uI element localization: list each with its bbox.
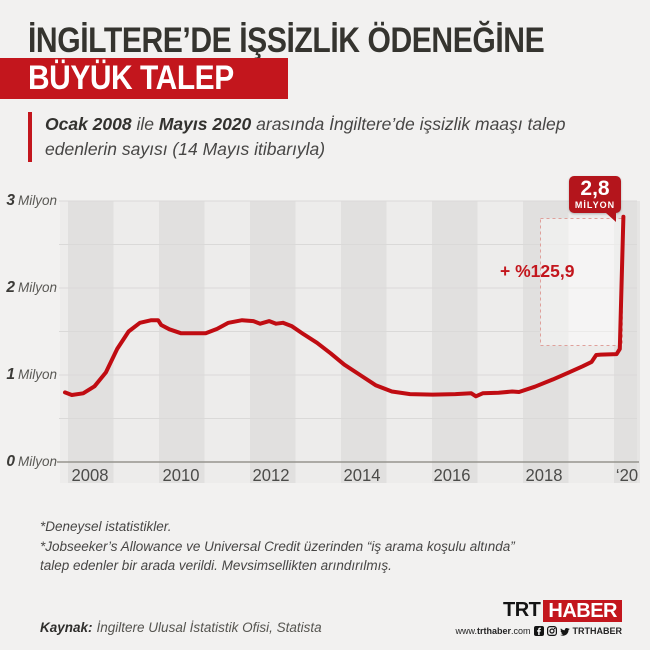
spike-highlight-box (540, 218, 623, 346)
source-label: Kaynak: (40, 620, 93, 635)
source-line: Kaynak: İngiltere Ulusal İstatistik Ofisi… (40, 620, 322, 635)
peak-value: 2,8 (580, 177, 610, 200)
x-axis-label-2016: 2016 (433, 465, 471, 485)
x-axis-label-2012: 2012 (252, 465, 290, 485)
y-tick-number: 0 (6, 453, 15, 470)
year-band (341, 201, 387, 483)
subtitle-rest: arasında İngiltere’de işsizlik maaşı tal… (45, 114, 566, 159)
twitter-icon (559, 628, 569, 636)
x-axis-label-2020: ‘20 (615, 465, 639, 485)
chart-description: Ocak 2008 ile Mayıs 2020 arasında İngilt… (28, 112, 611, 162)
x-axis-label-2014: 2014 (343, 465, 381, 485)
url-domain: trthaber (476, 626, 511, 636)
footnotes: *Deneysel istatistikler. *Jobseeker’s Al… (40, 517, 620, 576)
y-tick-unit: Milyon (17, 367, 57, 382)
subtitle-mid: ile (131, 114, 159, 134)
footnote-line-1: *Deneysel istatistikler. (40, 519, 172, 534)
logo-social-handle: TRTHABER (572, 626, 623, 636)
logo-haber-box: HABER (543, 599, 622, 622)
x-axis-label-2018: 2018 (525, 465, 563, 485)
year-band (523, 201, 569, 483)
claimants-line-series (63, 214, 626, 399)
logo-url: www.trthaber.com (455, 626, 530, 636)
year-band (159, 201, 205, 483)
peak-value-badge: 2,8 MİLYON (569, 176, 621, 222)
subtitle-bold-end-date: Mayıs 2020 (158, 114, 252, 134)
percent-change-annotation: + %125,9 (500, 261, 575, 281)
y-axis-label-2: 2 Milyon (0, 278, 57, 298)
footnote-line-2: *Jobseeker’s Allowance ve Universal Cred… (40, 538, 515, 554)
logo-trt-text: TRT (502, 599, 541, 621)
badge-pointer (606, 213, 616, 222)
year-band (68, 201, 114, 483)
facebook-icon (533, 626, 544, 636)
trt-haber-logo: TRT HABER www.trthaber.com TRTHABER (455, 599, 622, 636)
footnote-line-3: talep edenler bir arada verildi. Mevsims… (40, 558, 392, 573)
y-tick-unit: Milyon (17, 280, 57, 295)
url-www: www. (455, 626, 477, 636)
y-tick-unit: Milyon (17, 193, 57, 208)
title-banner: BÜYÜK TALEP (0, 58, 288, 99)
subtitle-bold-start-date: Ocak 2008 (45, 114, 132, 134)
y-tick-number: 1 (6, 366, 15, 383)
logo-contact-row: www.trthaber.com TRTHABER (455, 626, 622, 636)
x-axis-label-2008: 2008 (71, 465, 109, 485)
y-tick-unit: Milyon (17, 454, 57, 469)
url-com: .com (510, 626, 531, 636)
y-tick-number: 3 (6, 192, 15, 209)
y-axis-label-0: 0 Milyon (0, 452, 57, 472)
instagram-icon (546, 626, 557, 636)
y-axis-label-1: 1 Milyon (0, 365, 57, 385)
y-axis-label-3: 3 Milyon (0, 191, 57, 211)
x-axis-label-2010: 2010 (162, 465, 200, 485)
year-band (250, 201, 296, 483)
y-tick-number: 2 (6, 279, 15, 296)
title-banner-text: BÜYÜK TALEP (28, 59, 234, 97)
peak-unit: MİLYON (574, 200, 616, 210)
page-title: İNGİLTERE’DE İŞSİZLİK ÖDENEĞİNE (28, 21, 545, 60)
year-band (432, 201, 478, 483)
logo-wordmark: TRT HABER (455, 599, 622, 622)
source-text: İngiltere Ulusal İstatistik Ofisi, Stati… (96, 620, 322, 635)
